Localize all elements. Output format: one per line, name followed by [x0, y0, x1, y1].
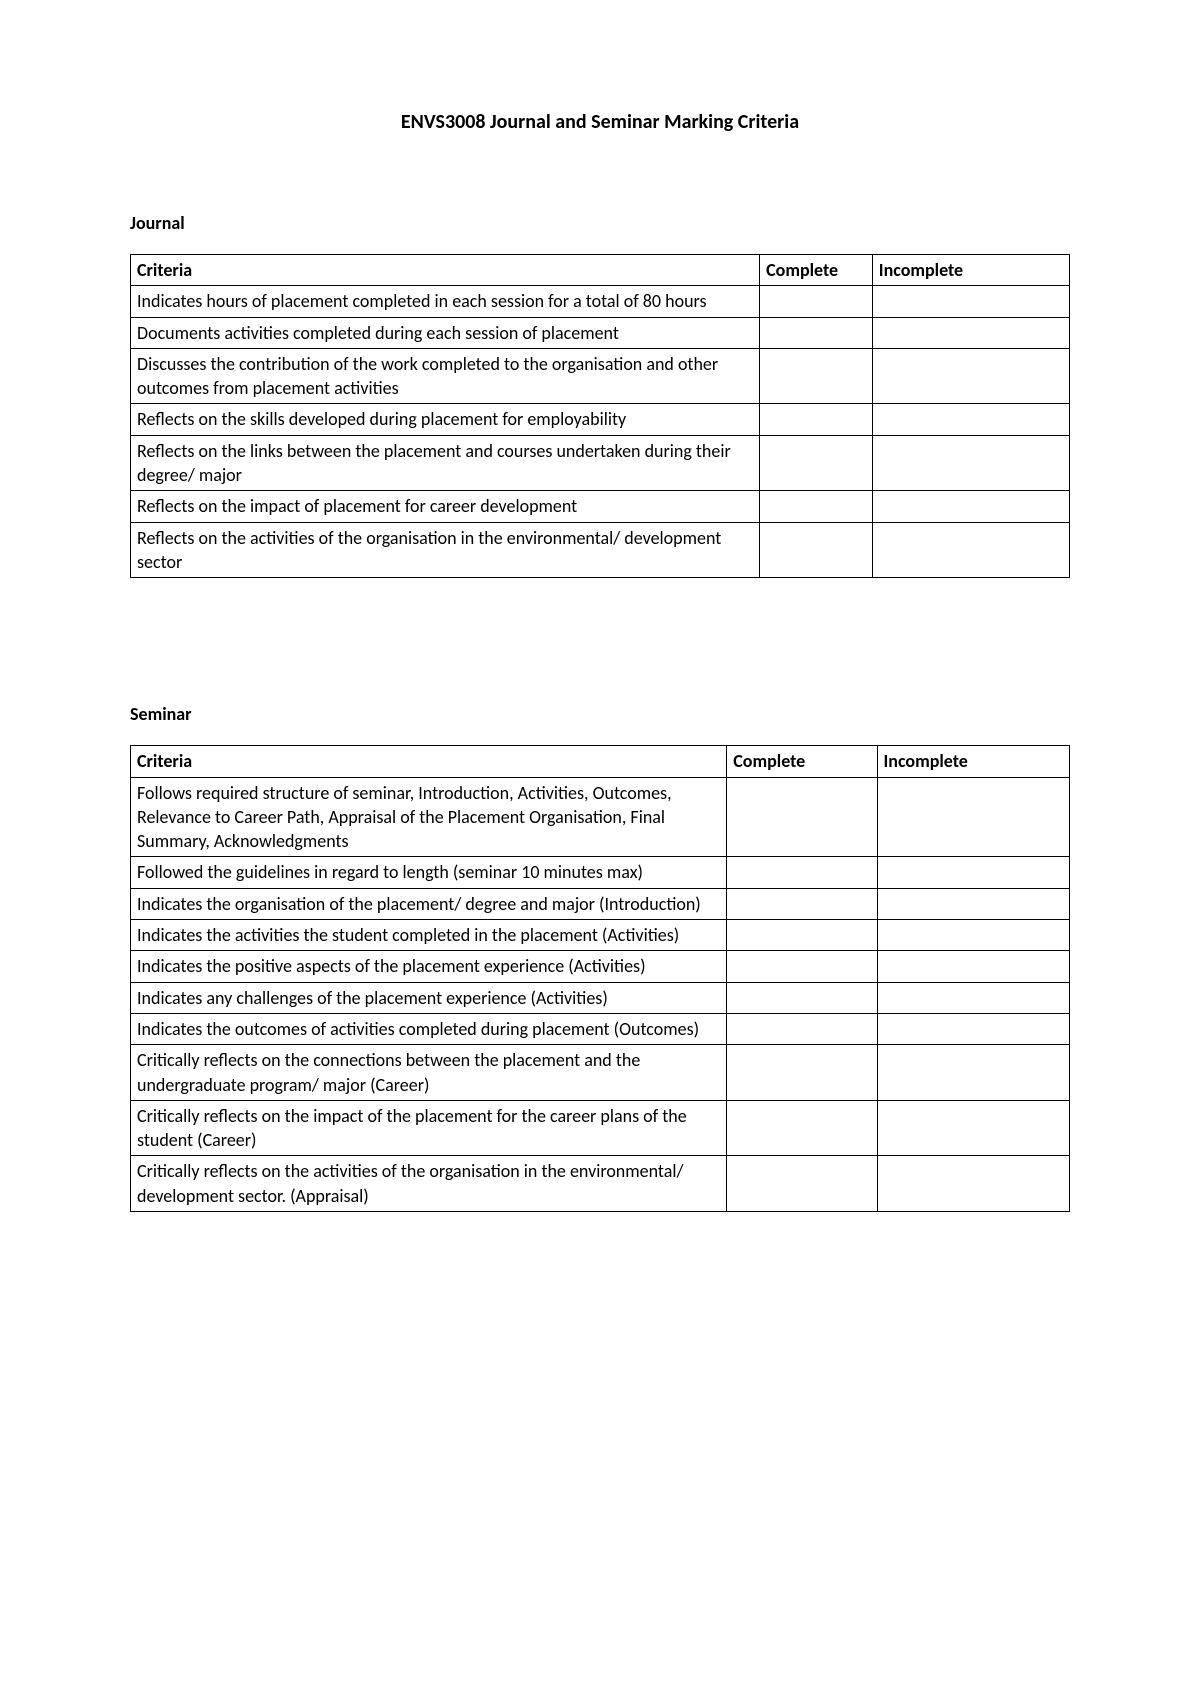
complete-cell [727, 1156, 877, 1212]
incomplete-cell [872, 491, 1069, 522]
incomplete-cell [877, 1100, 1070, 1156]
criteria-cell: Reflects on the impact of placement for … [131, 491, 760, 522]
table-row: Reflects on the skills developed during … [131, 404, 1070, 435]
table-row: Reflects on the impact of placement for … [131, 491, 1070, 522]
criteria-cell: Reflects on the links between the placem… [131, 435, 760, 491]
criteria-cell: Indicates the activities the student com… [131, 920, 727, 951]
table-row: Indicates the positive aspects of the pl… [131, 951, 1070, 982]
criteria-cell: Indicates hours of placement completed i… [131, 286, 760, 317]
document-title: ENVS3008 Journal and Seminar Marking Cri… [130, 110, 1070, 134]
complete-cell [727, 1045, 877, 1101]
col-incomplete: Incomplete [877, 746, 1070, 777]
table-header-row: Criteria Complete Incomplete [131, 255, 1070, 286]
col-complete: Complete [760, 255, 873, 286]
incomplete-cell [872, 348, 1069, 404]
section-gap [130, 578, 1070, 703]
criteria-cell: Documents activities completed during ea… [131, 317, 760, 348]
seminar-heading: Seminar [130, 703, 1070, 725]
complete-cell [760, 286, 873, 317]
criteria-cell: Follows required structure of seminar, I… [131, 777, 727, 857]
criteria-cell: Indicates the organisation of the placem… [131, 888, 727, 919]
incomplete-cell [872, 522, 1069, 578]
table-row: Indicates the activities the student com… [131, 920, 1070, 951]
criteria-cell: Critically reflects on the connections b… [131, 1045, 727, 1101]
table-row: Followed the guidelines in regard to len… [131, 857, 1070, 888]
seminar-table: Criteria Complete Incomplete Follows req… [130, 745, 1070, 1212]
table-row: Indicates the outcomes of activities com… [131, 1013, 1070, 1044]
criteria-cell: Indicates any challenges of the placemen… [131, 982, 727, 1013]
col-criteria: Criteria [131, 255, 760, 286]
complete-cell [727, 857, 877, 888]
complete-cell [760, 522, 873, 578]
complete-cell [727, 1013, 877, 1044]
table-row: Documents activities completed during ea… [131, 317, 1070, 348]
criteria-cell: Critically reflects on the impact of the… [131, 1100, 727, 1156]
incomplete-cell [877, 982, 1070, 1013]
incomplete-cell [877, 857, 1070, 888]
complete-cell [727, 951, 877, 982]
complete-cell [760, 317, 873, 348]
incomplete-cell [877, 888, 1070, 919]
incomplete-cell [877, 1156, 1070, 1212]
col-criteria: Criteria [131, 746, 727, 777]
incomplete-cell [872, 317, 1069, 348]
incomplete-cell [877, 777, 1070, 857]
journal-table-body: Indicates hours of placement completed i… [131, 286, 1070, 578]
table-row: Indicates any challenges of the placemen… [131, 982, 1070, 1013]
col-complete: Complete [727, 746, 877, 777]
table-row: Discusses the contribution of the work c… [131, 348, 1070, 404]
table-row: Indicates hours of placement completed i… [131, 286, 1070, 317]
table-row: Critically reflects on the activities of… [131, 1156, 1070, 1212]
table-row: Indicates the organisation of the placem… [131, 888, 1070, 919]
complete-cell [760, 435, 873, 491]
criteria-cell: Reflects on the activities of the organi… [131, 522, 760, 578]
criteria-cell: Discusses the contribution of the work c… [131, 348, 760, 404]
incomplete-cell [872, 435, 1069, 491]
complete-cell [760, 348, 873, 404]
journal-table: Criteria Complete Incomplete Indicates h… [130, 254, 1070, 578]
complete-cell [760, 404, 873, 435]
seminar-table-body: Follows required structure of seminar, I… [131, 777, 1070, 1211]
table-header-row: Criteria Complete Incomplete [131, 746, 1070, 777]
criteria-cell: Followed the guidelines in regard to len… [131, 857, 727, 888]
criteria-cell: Critically reflects on the activities of… [131, 1156, 727, 1212]
incomplete-cell [877, 1045, 1070, 1101]
table-row: Follows required structure of seminar, I… [131, 777, 1070, 857]
criteria-cell: Reflects on the skills developed during … [131, 404, 760, 435]
journal-heading: Journal [130, 212, 1070, 234]
complete-cell [760, 491, 873, 522]
incomplete-cell [877, 951, 1070, 982]
incomplete-cell [872, 404, 1069, 435]
table-row: Critically reflects on the impact of the… [131, 1100, 1070, 1156]
incomplete-cell [877, 1013, 1070, 1044]
criteria-cell: Indicates the positive aspects of the pl… [131, 951, 727, 982]
complete-cell [727, 920, 877, 951]
incomplete-cell [877, 920, 1070, 951]
col-incomplete: Incomplete [872, 255, 1069, 286]
complete-cell [727, 777, 877, 857]
incomplete-cell [872, 286, 1069, 317]
document-page: ENVS3008 Journal and Seminar Marking Cri… [0, 0, 1200, 1698]
table-row: Critically reflects on the connections b… [131, 1045, 1070, 1101]
complete-cell [727, 888, 877, 919]
complete-cell [727, 1100, 877, 1156]
complete-cell [727, 982, 877, 1013]
criteria-cell: Indicates the outcomes of activities com… [131, 1013, 727, 1044]
table-row: Reflects on the links between the placem… [131, 435, 1070, 491]
table-row: Reflects on the activities of the organi… [131, 522, 1070, 578]
